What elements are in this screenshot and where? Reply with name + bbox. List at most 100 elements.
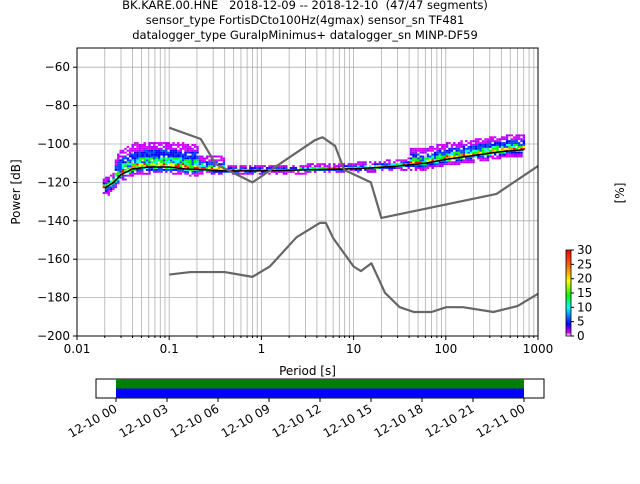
psd-cell	[189, 155, 192, 158]
psd-cell	[172, 172, 175, 175]
psd-cell	[450, 153, 454, 156]
psd-cell	[145, 165, 149, 168]
psd-cell	[222, 170, 226, 173]
psd-cell	[145, 159, 149, 162]
psd-cell	[321, 163, 324, 166]
psd-cell	[390, 167, 394, 169]
psd-cell	[261, 165, 264, 168]
psd-cell	[246, 172, 250, 175]
psd-cell	[148, 172, 151, 175]
psd-cell	[501, 151, 504, 154]
psd-cell	[263, 170, 266, 173]
psd-cell	[366, 168, 370, 171]
psd-cell	[306, 170, 310, 173]
psd-cell	[429, 147, 432, 150]
psd-cell	[148, 157, 151, 160]
psd-cell	[501, 136, 504, 139]
psd-cell	[184, 161, 187, 164]
psd-cell	[227, 167, 230, 169]
colorbar-tick-label: 30	[577, 243, 592, 257]
psd-cell	[119, 170, 122, 173]
psd-cell	[191, 165, 194, 168]
psd-cell	[472, 144, 475, 146]
psd-cell	[119, 163, 122, 166]
psd-cell	[513, 140, 516, 143]
psd-cell	[169, 165, 173, 168]
psd-cell	[508, 142, 511, 144]
psd-cell	[220, 163, 223, 166]
psd-cell	[172, 144, 175, 146]
psd-cell	[517, 155, 521, 158]
psd-cell	[337, 163, 341, 166]
psd-cell	[102, 182, 106, 185]
psd-cell	[513, 147, 516, 150]
psd-cell	[129, 149, 132, 152]
psd-cell	[405, 168, 408, 171]
psd-cell	[153, 153, 156, 156]
psd-cell	[400, 159, 403, 162]
psd-cell	[474, 142, 478, 144]
psd-cell	[479, 151, 482, 154]
psd-cell	[352, 168, 355, 171]
timeline-tick-label: 12-10 00	[66, 401, 120, 440]
psd-cell	[436, 153, 439, 156]
psd-cell	[479, 144, 482, 146]
y-tick-label: −100	[37, 137, 70, 151]
psd-cell	[445, 153, 449, 156]
psd-cell	[160, 151, 163, 154]
psd-cell	[181, 144, 185, 146]
psd-cell	[462, 144, 466, 146]
psd-cell	[205, 170, 209, 173]
psd-cell	[177, 151, 180, 154]
psd-cell	[414, 151, 418, 154]
psd-cell	[117, 159, 120, 162]
psd-cell	[407, 163, 410, 166]
psd-cell	[198, 172, 202, 175]
psd-cell	[397, 167, 401, 169]
psd-cell	[217, 170, 221, 173]
psd-cell	[220, 159, 223, 162]
psd-cell	[503, 138, 506, 141]
psd-cell	[133, 144, 137, 146]
psd-cell	[438, 161, 442, 164]
psd-cell	[148, 153, 151, 156]
psd-cell	[184, 151, 187, 154]
psd-cell	[316, 165, 319, 168]
psd-cell	[383, 161, 386, 164]
psd-cell	[109, 186, 113, 189]
psd-cell	[474, 149, 478, 152]
psd-cell	[157, 167, 161, 169]
psd-cell	[491, 145, 494, 148]
psd-cell	[121, 168, 125, 171]
psd-cell	[445, 151, 449, 154]
psd-cell	[150, 142, 154, 144]
psd-cell	[162, 161, 166, 164]
psd-cell	[136, 157, 139, 160]
psd-cell	[357, 168, 360, 171]
psd-cell	[445, 144, 449, 146]
psd-cell	[141, 144, 144, 146]
psd-cell	[491, 144, 494, 146]
psd-cell	[400, 163, 403, 166]
psd-cell	[441, 145, 444, 148]
psd-cell	[160, 167, 163, 169]
psd-cell	[467, 149, 470, 152]
psd-cell	[210, 161, 214, 164]
psd-cell	[301, 167, 305, 169]
psd-cell	[109, 174, 113, 177]
psd-cell	[155, 165, 158, 168]
psd-cell	[249, 168, 252, 171]
psd-cell	[493, 140, 497, 143]
psd-cell	[153, 161, 156, 164]
psd-cell	[357, 170, 360, 173]
psd-cell	[167, 159, 170, 162]
psd-cell	[109, 180, 113, 183]
psd-cell	[438, 144, 442, 146]
psd-cell	[498, 157, 502, 160]
psd-cell	[465, 144, 468, 146]
psd-cell	[143, 151, 146, 154]
psd-cell	[174, 155, 178, 158]
psd-cell	[155, 142, 158, 144]
colorbar-gradient	[565, 249, 572, 337]
psd-cell	[292, 170, 295, 173]
